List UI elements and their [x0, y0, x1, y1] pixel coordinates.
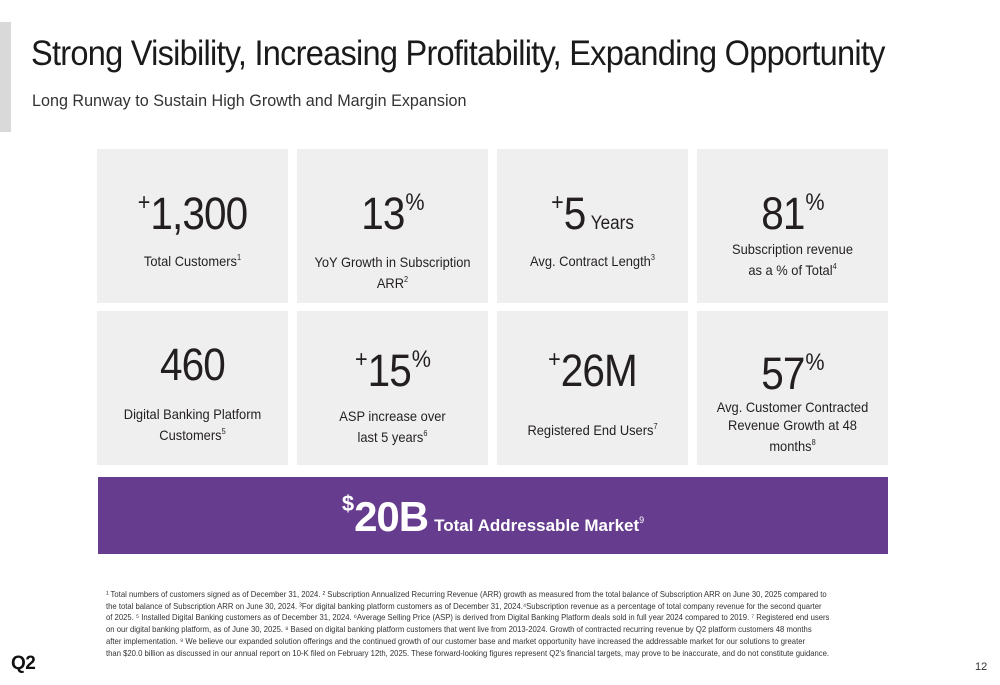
footnote-line: after implementation. ⁹ We believe our e…: [106, 635, 806, 646]
total-addressable-market-banner: $20B Total Addressable Market9: [98, 477, 888, 554]
metric-card-arr-growth: 13% YoY Growth in Subscription ARR2: [297, 149, 488, 303]
metric-value: 57%: [761, 348, 824, 399]
metric-card-asp-increase: +15% ASP increase over last 5 years6: [297, 311, 488, 465]
q2-logo: Q2: [11, 653, 36, 674]
page-number: 12: [975, 661, 988, 673]
metric-label: ASP increase over last 5 years6: [339, 408, 446, 445]
metric-value: +1,300: [137, 188, 248, 239]
metric-value: +15%: [354, 345, 431, 396]
footnotes: ¹ Total numbers of customers signed as o…: [106, 589, 896, 659]
metric-card-contracted-revenue-growth: 57% Avg. Customer Contracted Revenue Grow…: [697, 311, 888, 465]
metric-value: +5 Years: [551, 188, 634, 239]
page-title: Strong Visibility, Increasing Profitabil…: [31, 34, 885, 73]
page-subtitle: Long Runway to Sustain High Growth and M…: [32, 91, 467, 110]
footnote-line: ¹ Total numbers of customers signed as o…: [106, 589, 827, 599]
metric-card-digital-banking-customers: 460 Digital Banking Platform Customers5: [97, 311, 288, 465]
tam-footnote-ref: 9: [639, 515, 645, 525]
metric-label: Avg. Customer Contracted Revenue Growth a…: [716, 399, 869, 454]
footnote-line: on our digital banking platform, as of J…: [106, 624, 812, 635]
title-accent-bar: [0, 22, 11, 132]
metric-card-total-customers: +1,300 Total Customers1: [97, 149, 288, 303]
tam-label: Total Addressable Market: [434, 516, 640, 535]
footnote-line: the total balance of Subscription ARR on…: [106, 600, 822, 611]
metric-value: 460: [160, 339, 226, 390]
metric-value: 81%: [761, 188, 824, 239]
metric-value: 13%: [361, 188, 424, 239]
metric-card-subscription-revenue: 81% Subscription revenue as a % of Total4: [697, 149, 888, 303]
footnote-line: of 2025. ⁵ Installed Digital Banking cus…: [106, 612, 830, 623]
tam-value: 20B: [354, 493, 429, 540]
footnote-line: than $20.0 billion as discussed in our a…: [106, 647, 830, 658]
metric-value: +26M: [548, 345, 638, 396]
tam-currency: $: [341, 491, 355, 516]
metric-card-registered-users: +26M Registered End Users7: [497, 311, 688, 465]
metric-label: Subscription revenue as a % of Total4: [731, 241, 854, 278]
metric-label: Registered End Users7: [527, 422, 658, 438]
metric-label: YoY Growth in Subscription ARR2: [314, 254, 471, 291]
metrics-grid: +1,300 Total Customers1 13% YoY Growth i…: [97, 149, 888, 465]
metric-label: Avg. Contract Length3: [530, 253, 655, 269]
metric-label: Digital Banking Platform Customers5: [123, 406, 262, 443]
metric-card-contract-length: +5 Years Avg. Contract Length3: [497, 149, 688, 303]
metric-label: Total Customers1: [143, 253, 242, 269]
